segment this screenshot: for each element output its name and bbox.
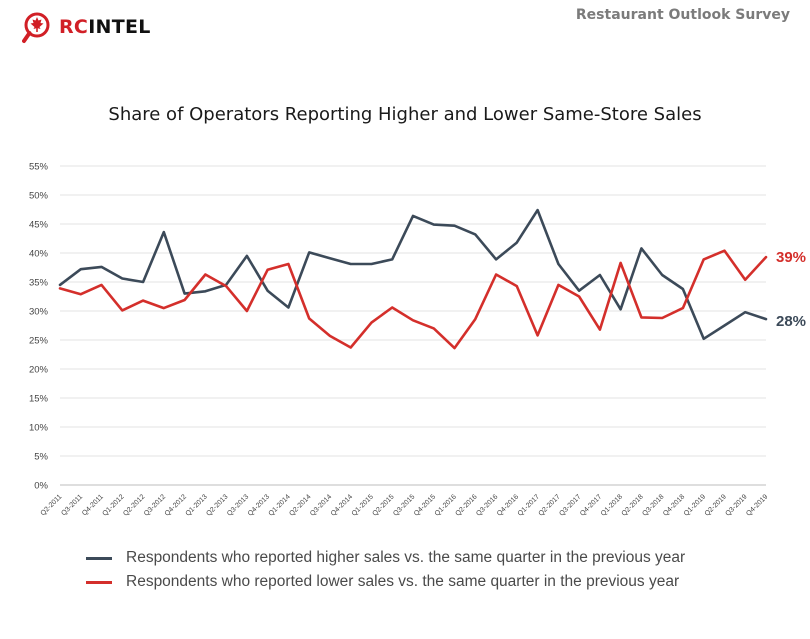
x-tick-label: Q3-2016 [475,493,499,517]
y-axis-ticks: 0% 5% 10% 15% 20% 25% 30% 35% 40% 45% 50% 55% [29,162,49,492]
y-tick-label: 40% [29,249,49,260]
series-lines [58,208,768,350]
legend-label-higher: Respondents who reported higher sales vs… [126,549,686,566]
x-tick-label: Q1-2014 [268,493,292,517]
x-tick-label: Q1-2018 [600,493,624,517]
y-tick-label: 25% [29,336,49,347]
x-tick-label: Q4-2013 [247,493,271,517]
x-tick-label: Q3-2015 [392,493,416,517]
x-tick-label: Q1-2015 [351,493,375,517]
x-tick-label: Q1-2012 [101,493,125,517]
x-tick-label: Q3-2011 [60,493,84,517]
logo: RCINTEL [22,8,151,46]
legend-label-lower: Respondents who reported lower sales vs.… [126,573,680,590]
magnifier-leaf-icon [22,12,50,43]
x-tick-label: Q2-2011 [40,493,64,517]
x-tick-label: Q1-2016 [434,493,458,517]
y-tick-label: 15% [29,394,49,405]
x-tick-label: Q4-2017 [579,493,603,517]
chart-title: Share of Operators Reporting Higher and … [108,104,702,125]
gridlines [60,165,766,486]
x-tick-label: Q4-2019 [745,493,769,517]
legend-swatch-lower [86,580,112,584]
x-tick-label: Q2-2013 [205,493,229,517]
x-tick-label: Q1-2019 [683,493,707,517]
y-tick-label: 55% [29,162,49,173]
x-tick-label: Q3-2017 [558,493,582,517]
survey-title: Restaurant Outlook Survey [575,7,790,23]
legend-swatch-higher [86,556,112,560]
x-tick-label: Q2-2014 [288,493,312,517]
x-tick-label: Q2-2016 [454,493,478,517]
y-tick-label: 30% [29,307,49,318]
y-tick-label: 20% [29,365,49,376]
x-tick-label: Q4-2018 [662,493,686,517]
x-axis-ticks: Q2-2011Q3-2011Q4-2011Q1-2012Q2-2012Q3-20… [40,493,770,517]
x-tick-label: Q2-2019 [704,493,728,517]
series-line-higher [58,208,768,341]
y-tick-label: 10% [29,423,49,434]
legend-item-higher: Respondents who reported higher sales vs… [86,546,685,570]
x-tick-label: Q4-2015 [413,493,437,517]
series-line-lower [58,249,768,350]
legend: Respondents who reported higher sales vs… [86,546,685,594]
x-tick-label: Q4-2012 [164,493,188,517]
x-tick-label: Q4-2016 [496,493,520,517]
x-tick-label: Q3-2018 [641,493,665,517]
x-tick-label: Q2-2018 [621,493,645,517]
end-label-higher: 28% [776,313,806,330]
legend-item-lower: Respondents who reported lower sales vs.… [86,570,685,594]
end-labels: 28% 39% [776,249,806,330]
x-tick-label: Q2-2012 [122,493,146,517]
y-tick-label: 0% [34,481,48,492]
x-tick-label: Q3-2014 [309,493,333,517]
y-tick-label: 50% [29,191,49,202]
x-tick-label: Q1-2017 [517,493,541,517]
x-tick-label: Q2-2017 [538,493,562,517]
end-label-lower: 39% [776,249,806,266]
y-tick-label: 35% [29,278,49,289]
x-tick-label: Q3-2012 [143,493,167,517]
y-tick-label: 5% [34,452,48,463]
x-tick-label: Q2-2015 [371,493,395,517]
y-tick-label: 45% [29,220,49,231]
logo-text: RCINTEL [59,16,151,38]
x-tick-label: Q3-2013 [226,493,250,517]
x-tick-label: Q3-2019 [724,493,748,517]
x-tick-label: Q4-2014 [330,493,354,517]
x-tick-label: Q1-2013 [185,493,209,517]
